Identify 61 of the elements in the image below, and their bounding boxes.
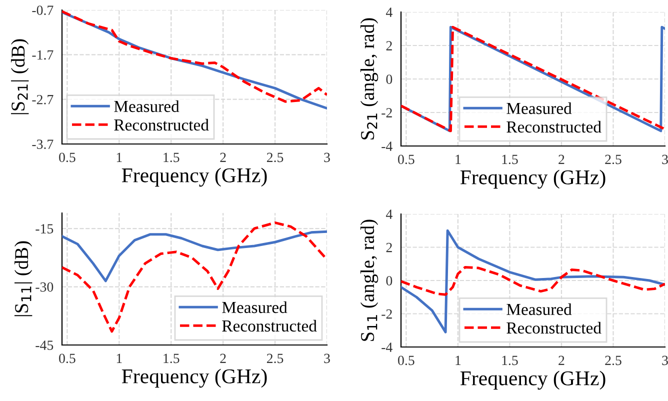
y-tick-label: -4 (382, 142, 392, 151)
legend-label: Measured (506, 102, 572, 114)
legend-label: Reconstructed (506, 120, 602, 133)
x-axis-title: Frequency (GHz) (122, 368, 267, 388)
x-tick-label: 0.5 (59, 152, 76, 162)
x-tick-label: 1.5 (164, 354, 180, 364)
x-tick-label: 2.5 (266, 354, 284, 364)
y-tick-label: 4 (386, 210, 392, 219)
x-tick-label: 2 (220, 354, 226, 363)
x-tick-label: 3 (324, 152, 330, 162)
line-series (62, 221, 327, 333)
x-tick-label: 3 (662, 356, 668, 366)
x-tick-label: 0.5 (59, 354, 76, 364)
x-tick-label: 1 (116, 354, 122, 363)
y-tick-label: 2 (386, 41, 392, 50)
y-tick-label: -3.7 (32, 140, 54, 150)
y-tick-label: -2 (382, 108, 392, 118)
y-tick-label: -4 (382, 342, 392, 352)
x-tick-label: 1.5 (164, 152, 180, 162)
x-tick-label: 1 (116, 152, 122, 162)
x-tick-label: 1 (456, 154, 461, 164)
y-axis-title: S$_{11}$ (angle, rad) (360, 220, 378, 341)
x-tick-label: 1.5 (502, 154, 518, 164)
x-tick-label: 0.5 (398, 356, 414, 366)
x-axis-title: Frequency (GHz) (122, 168, 267, 187)
x-tick-label: 3 (662, 154, 668, 164)
y-axis-title: S$_{21}$ (angle, rad) (360, 18, 378, 140)
y-tick-label: 4 (386, 8, 392, 17)
y-tick-label: 2 (386, 242, 392, 252)
x-tick-label: 2 (558, 154, 564, 164)
x-tick-label: 2 (558, 356, 564, 365)
x-axis-title: Frequency (GHz) (460, 170, 606, 189)
x-axis-title: Frequency (GHz) (460, 370, 606, 390)
y-tick-label: -2 (382, 309, 392, 319)
line-series (62, 230, 327, 282)
x-tick-label: 1.5 (502, 356, 518, 366)
x-tick-label: 1 (456, 356, 461, 365)
y-tick-label: 0 (386, 74, 392, 84)
y-tick-label: -2.7 (32, 94, 54, 104)
line-series (401, 266, 665, 296)
x-tick-label: 2 (220, 152, 226, 162)
y-tick-label: 0 (386, 276, 392, 286)
x-tick-label: 0.5 (398, 154, 414, 164)
x-tick-label: 2.5 (266, 152, 284, 162)
legend-label: Reconstructed (506, 322, 602, 334)
line-series (401, 229, 665, 334)
legend-label: Measured (114, 100, 180, 112)
legend-label: Reconstructed (114, 118, 209, 131)
y-tick-label: -1.7 (32, 50, 54, 60)
y-tick-label: -0.7 (32, 6, 54, 16)
y-tick-label: -45 (36, 340, 54, 350)
y-tick-label: -15 (36, 224, 54, 234)
y-tick-label: -30 (36, 282, 54, 292)
legend-label: Measured (222, 301, 288, 314)
x-tick-label: 3 (324, 354, 330, 364)
legend-label: Reconstructed (222, 320, 317, 332)
legend-label: Measured (506, 303, 572, 316)
x-tick-label: 2.5 (605, 154, 622, 164)
x-tick-label: 2.5 (605, 356, 622, 366)
y-axis-title: |S$_{11}$| (dB) (14, 241, 32, 316)
y-axis-title: |S$_{21}$| (dB) (11, 39, 29, 114)
